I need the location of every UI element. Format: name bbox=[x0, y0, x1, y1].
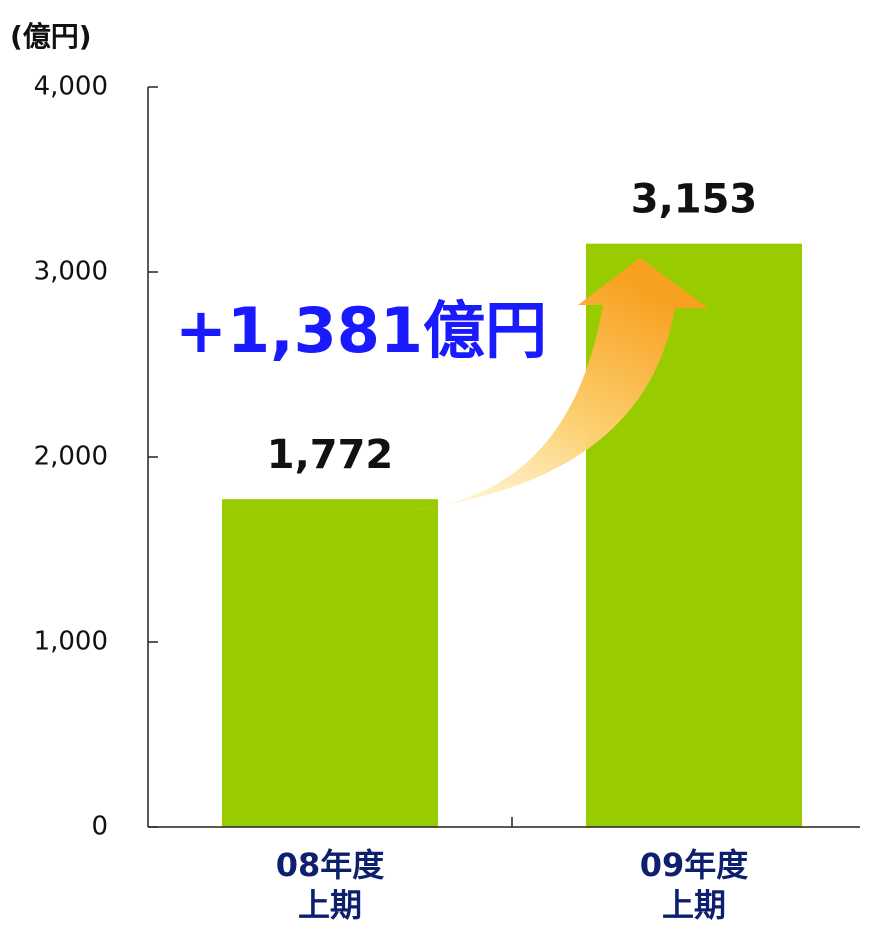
annotation: +1,381億円 bbox=[175, 294, 547, 367]
x-tick-label: 09年度 上期 bbox=[639, 846, 749, 924]
growth-arrow bbox=[410, 258, 708, 510]
value-label: 3,153 bbox=[631, 177, 758, 223]
bar bbox=[222, 499, 438, 827]
y-tick-label: 1,000 bbox=[34, 627, 108, 657]
y-tick-label: 2,000 bbox=[34, 442, 108, 472]
x-tick-label: 08年度 上期 bbox=[275, 846, 385, 924]
y-tick-label: 0 bbox=[91, 812, 108, 842]
y-tick-label: 4,000 bbox=[34, 72, 108, 102]
value-label: 1,772 bbox=[267, 432, 394, 478]
y-tick-label: 3,000 bbox=[34, 257, 108, 287]
y-axis-label: (億円) bbox=[10, 20, 92, 53]
